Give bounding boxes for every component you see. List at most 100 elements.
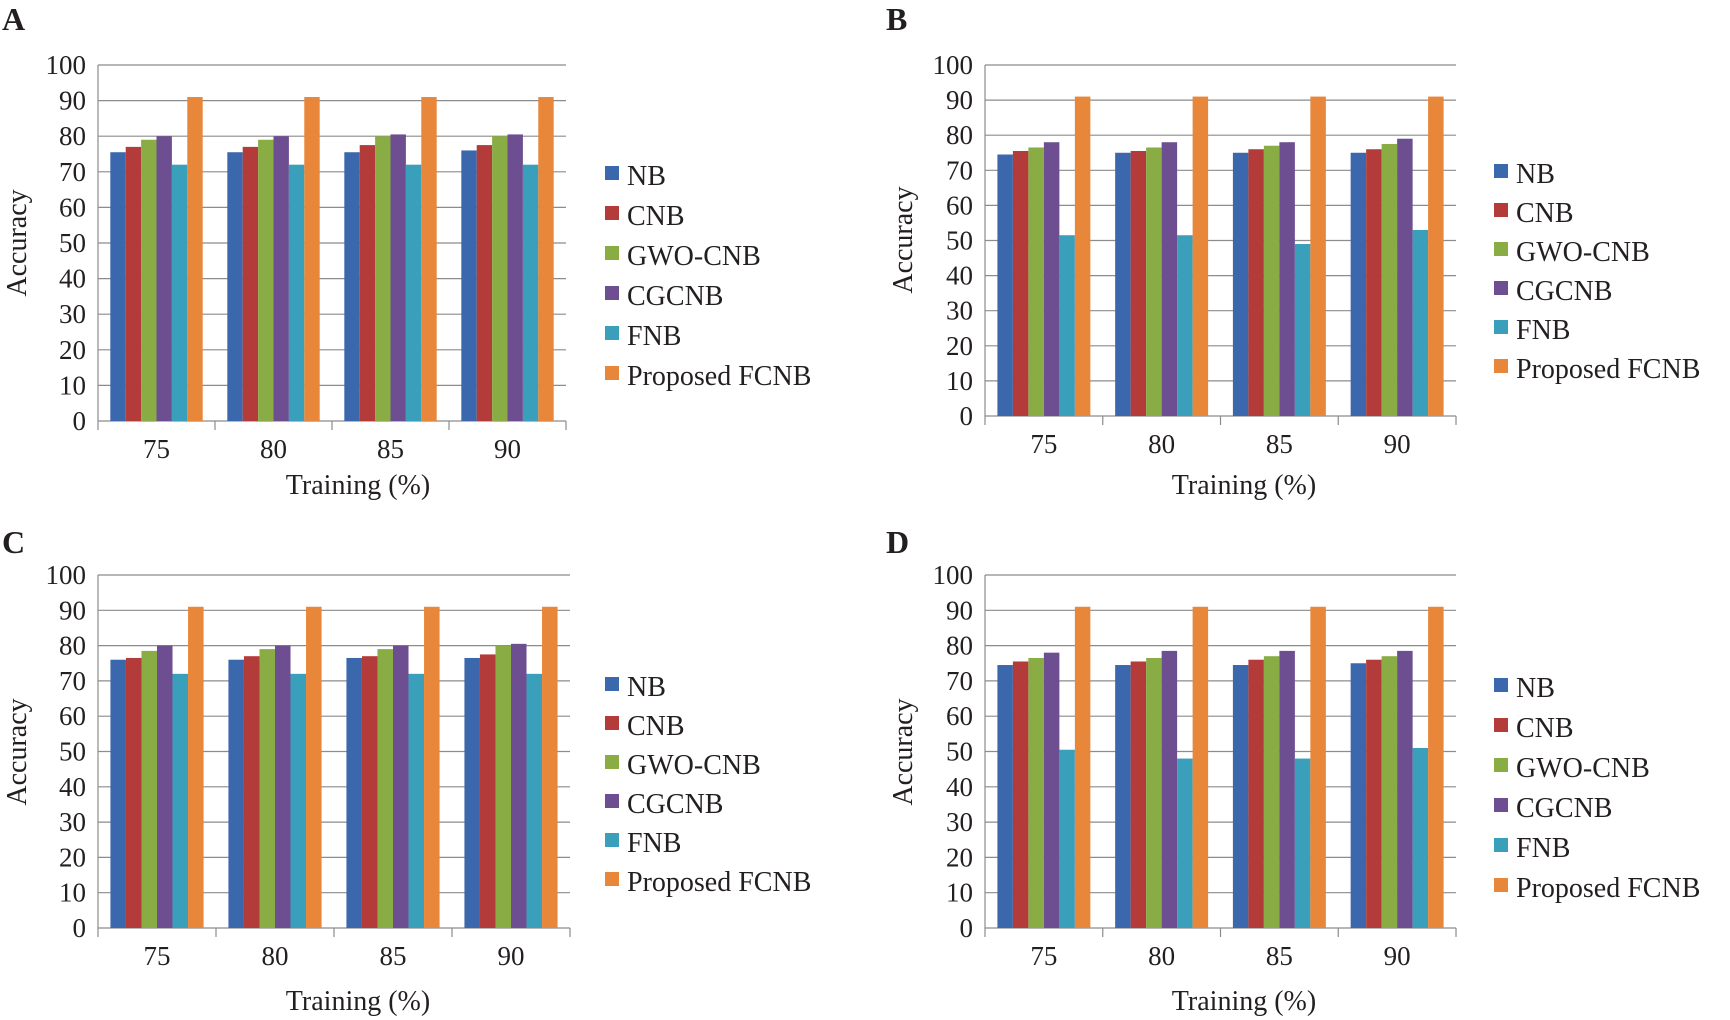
- x-tick-label: 85: [1266, 429, 1293, 459]
- legend-label: Proposed FCNB: [627, 867, 811, 898]
- legend: NB CNB GWO-CNB CGCNB FNB Proposed FCNB: [605, 672, 811, 898]
- bar-gwo-cnb-80: [1146, 147, 1162, 417]
- y-tick-label: 40: [59, 264, 86, 294]
- bar-gwo-cnb-75: [141, 139, 157, 421]
- bar-gwo-cnb-90: [1381, 656, 1398, 928]
- bar-cgcnb-75: [1043, 142, 1060, 416]
- legend-label: CGCNB: [1516, 276, 1612, 307]
- x-tick-label: 75: [1030, 941, 1057, 971]
- x-tick-label: 80: [1148, 429, 1175, 459]
- y-tick-label: 0: [960, 913, 974, 943]
- x-axis-title: Training (%): [286, 986, 430, 1017]
- bar-gwo-cnb-85: [375, 136, 391, 421]
- legend-label: CNB: [1516, 713, 1574, 744]
- legend-label: CGCNB: [627, 789, 723, 820]
- bar-fnb-80: [1177, 758, 1193, 928]
- panel-letter: C: [2, 524, 25, 560]
- legend-label: NB: [627, 672, 666, 703]
- y-tick-label: 100: [46, 50, 87, 80]
- bar-nb-85: [1232, 152, 1249, 416]
- bar-gwo-cnb-80: [258, 139, 274, 421]
- y-tick-label: 50: [59, 737, 86, 767]
- bar-cgcnb-80: [1161, 650, 1178, 928]
- y-tick-label: 60: [946, 701, 973, 731]
- legend-label: FNB: [627, 828, 681, 859]
- bar-proposed-fcnb-90: [538, 97, 554, 421]
- legend-swatch: [605, 166, 619, 180]
- legend: NB CNB GWO-CNB CGCNB FNB Proposed FCNB: [1494, 673, 1700, 904]
- bar-nb-90: [464, 657, 480, 928]
- bar-cgcnb-80: [275, 645, 291, 928]
- y-tick-label: 60: [946, 190, 973, 220]
- bar-nb-75: [997, 154, 1013, 416]
- bar-cnb-75: [125, 146, 142, 421]
- legend-swatch: [1494, 838, 1508, 852]
- y-tick-label: 50: [946, 226, 973, 256]
- y-tick-label: 30: [946, 296, 973, 326]
- bar-nb-75: [110, 659, 126, 928]
- x-tick-label: 90: [494, 434, 521, 464]
- bar-proposed-fcnb-85: [1310, 606, 1326, 928]
- y-tick-label: 70: [946, 155, 973, 185]
- chart-panel-c: C 0 10 20 30 40 50 60 70 80 90 100 75 80 85 90 Training …: [2, 524, 811, 1017]
- legend-label: Proposed FCNB: [627, 361, 811, 392]
- y-tick-label: 70: [59, 666, 86, 696]
- bar-cgcnb-85: [390, 134, 406, 422]
- y-tick-label: 80: [946, 120, 973, 150]
- bar-proposed-fcnb-75: [1074, 606, 1091, 928]
- y-tick-label: 70: [946, 666, 973, 696]
- legend-label: FNB: [627, 321, 681, 352]
- legend-label: GWO-CNB: [1516, 753, 1650, 784]
- bar-cnb-75: [1012, 150, 1029, 416]
- bar-cgcnb-80: [1161, 142, 1178, 416]
- bar-gwo-cnb-75: [1028, 147, 1044, 417]
- y-tick-label: 10: [59, 878, 86, 908]
- y-tick-label: 0: [73, 406, 87, 436]
- y-tick-label: 30: [59, 807, 86, 837]
- bar-gwo-cnb-80: [259, 649, 275, 928]
- y-tick-label: 0: [73, 913, 87, 943]
- y-tick-label: 90: [59, 595, 86, 625]
- legend-swatch: [605, 246, 619, 260]
- bar-cnb-90: [1366, 659, 1382, 928]
- bar-fnb-75: [1059, 749, 1075, 928]
- legend-swatch: [605, 677, 619, 691]
- bar-cnb-90: [476, 145, 493, 421]
- bar-fnb-85: [405, 164, 422, 421]
- legend-swatch: [1494, 281, 1508, 295]
- y-tick-label: 40: [59, 772, 86, 802]
- y-axis-title: Accuracy: [888, 698, 919, 805]
- bar-nb-85: [346, 657, 362, 928]
- x-tick-label: 90: [498, 941, 525, 971]
- bar-nb-80: [1115, 152, 1131, 416]
- bar-nb-90: [1350, 663, 1367, 928]
- legend: NB CNB GWO-CNB CGCNB FNB Proposed FCNB: [1494, 159, 1700, 385]
- y-tick-label: 40: [946, 772, 973, 802]
- bar-fnb-80: [1177, 235, 1193, 416]
- legend-swatch: [1494, 320, 1508, 334]
- legend-swatch: [605, 366, 619, 380]
- bar-proposed-fcnb-85: [1310, 96, 1326, 416]
- bar-cnb-80: [243, 656, 260, 928]
- y-tick-label: 60: [59, 701, 86, 731]
- bar-gwo-cnb-85: [1263, 656, 1280, 928]
- bar-cnb-85: [1248, 149, 1264, 417]
- panel-letter: D: [886, 524, 909, 560]
- legend-label: Proposed FCNB: [1516, 354, 1700, 385]
- bar-fnb-90: [1412, 747, 1429, 928]
- legend-label: NB: [627, 161, 666, 192]
- bar-gwo-cnb-90: [1381, 143, 1398, 416]
- y-tick-label: 30: [59, 299, 86, 329]
- bar-cgcnb-75: [156, 136, 172, 421]
- legend-swatch: [1494, 242, 1508, 256]
- y-tick-label: 100: [933, 560, 974, 590]
- bar-nb-75: [997, 665, 1013, 928]
- bar-cnb-85: [359, 145, 376, 421]
- legend-swatch: [605, 206, 619, 220]
- bar-cgcnb-85: [393, 645, 409, 928]
- bar-cgcnb-85: [1279, 142, 1295, 416]
- bar-fnb-80: [290, 673, 307, 928]
- bar-cnb-80: [1130, 661, 1147, 928]
- legend-swatch: [1494, 878, 1508, 892]
- bar-gwo-cnb-90: [495, 645, 511, 928]
